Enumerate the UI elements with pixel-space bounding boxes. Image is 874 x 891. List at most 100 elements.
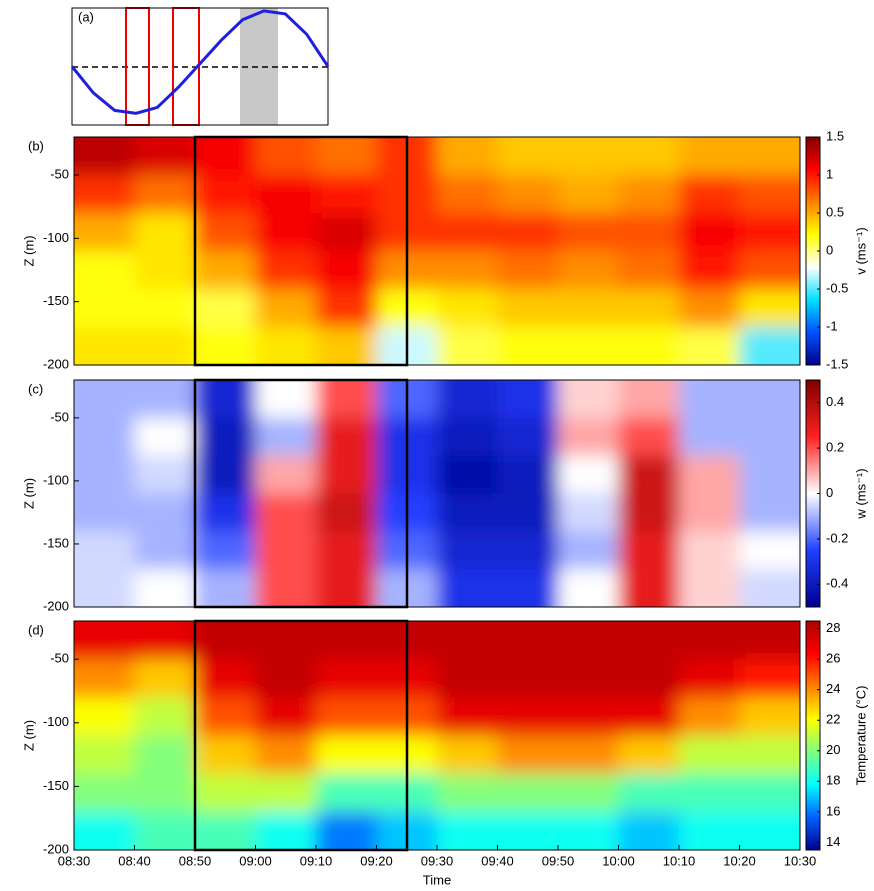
colorbar xyxy=(805,620,821,851)
panel-label: (a) xyxy=(78,9,94,24)
heatmap-cell xyxy=(679,417,741,457)
heatmap-cell xyxy=(618,175,680,214)
heatmap-cell xyxy=(74,569,136,607)
heatmap-cell xyxy=(679,773,741,813)
heatmap-cell xyxy=(134,531,196,571)
colorbar-tick-label: 1.5 xyxy=(826,128,844,143)
heatmap-cell xyxy=(739,531,800,571)
heatmap-cell xyxy=(195,251,257,290)
heatmap-cell xyxy=(437,621,499,661)
colorbar-tick-label: -0.2 xyxy=(826,530,848,545)
y-tick-label: -150 xyxy=(43,535,69,550)
heatmap-cell xyxy=(134,251,196,290)
heatmap-cell xyxy=(74,251,136,290)
heatmap-cell xyxy=(134,213,196,252)
heatmap-cell xyxy=(74,213,136,252)
heatmap-cell xyxy=(679,531,741,571)
axes-frame xyxy=(73,136,801,366)
heatmap-cell xyxy=(437,175,499,214)
heatmap-cell xyxy=(437,251,499,290)
panel-label: (c) xyxy=(28,381,43,396)
heatmap-cell xyxy=(739,735,800,775)
heatmap-cell xyxy=(679,137,741,176)
heatmap-cell xyxy=(437,531,499,571)
heatmap-cell xyxy=(739,213,800,252)
heatmap-cell xyxy=(255,455,317,495)
heatmap-cell xyxy=(739,327,800,365)
colorbar-tick-label: 24 xyxy=(826,681,840,696)
heatmap-cell xyxy=(497,251,559,290)
heatmap-cell xyxy=(134,659,196,699)
y-tick-label: -50 xyxy=(50,166,69,181)
heatmap-cell xyxy=(558,380,620,419)
heatmap-cell xyxy=(437,493,499,533)
heatmap-cell xyxy=(437,659,499,699)
colorbar-tick-label: 0.2 xyxy=(826,440,844,455)
heatmap-cell xyxy=(558,289,620,328)
heatmap-cell xyxy=(134,735,196,775)
heatmap-cell xyxy=(134,697,196,737)
heatmap-cell xyxy=(739,380,800,419)
heatmap-cell xyxy=(497,531,559,571)
heatmap-cell xyxy=(679,569,741,607)
heatmap-cell xyxy=(316,697,378,737)
heatmap-cell xyxy=(618,569,680,607)
colorbar-tick-label: 0 xyxy=(826,242,833,257)
heatmap-cell xyxy=(134,773,196,813)
heatmap-cell xyxy=(134,137,196,176)
heatmap-cell xyxy=(497,213,559,252)
heatmap-cell xyxy=(195,417,257,457)
heatmap-cell xyxy=(618,289,680,328)
heatmap-cell xyxy=(739,621,800,661)
heatmap-cell xyxy=(195,697,257,737)
heatmap-cell xyxy=(255,493,317,533)
panel-label: (d) xyxy=(28,622,44,637)
x-tick-label: 09:20 xyxy=(360,853,393,868)
heatmap-cell xyxy=(316,213,378,252)
heatmap-cell xyxy=(74,697,136,737)
heatmap-cell xyxy=(255,659,317,699)
heatmap-cell xyxy=(437,735,499,775)
heatmap-cell xyxy=(134,455,196,495)
heatmap-cell xyxy=(255,289,317,328)
heatmap-cell xyxy=(739,455,800,495)
heatmap-cell xyxy=(316,175,378,214)
heatmap-cell xyxy=(316,289,378,328)
heatmap-cell xyxy=(739,493,800,533)
colorbar-label: v (ms⁻¹) xyxy=(853,227,868,274)
heatmap-cell xyxy=(74,773,136,813)
heatmap-cell xyxy=(739,773,800,813)
y-tick-label: -100 xyxy=(43,714,69,729)
y-tick-label: -150 xyxy=(43,778,69,793)
heatmap-cell xyxy=(497,417,559,457)
y-tick-label: -100 xyxy=(43,230,69,245)
heatmap-cell xyxy=(679,289,741,328)
colorbar-tick-label: 0.5 xyxy=(826,204,844,219)
heatmap-cell xyxy=(558,697,620,737)
heatmap-cell xyxy=(316,621,378,661)
heatmap-cell xyxy=(558,811,620,850)
heatmap-cell xyxy=(558,773,620,813)
heatmap-cell xyxy=(74,621,136,661)
heatmap-cell xyxy=(497,493,559,533)
colorbar-tick-label: 0 xyxy=(826,485,833,500)
heatmap-cell xyxy=(437,213,499,252)
heatmap-cell xyxy=(618,621,680,661)
heatmap-cell xyxy=(74,327,136,365)
heatmap-cell xyxy=(134,811,196,850)
heatmap-cell xyxy=(558,455,620,495)
heatmap-cell xyxy=(739,417,800,457)
heatmap-cell xyxy=(618,455,680,495)
y-tick-label: -200 xyxy=(43,841,69,856)
heatmap-cell xyxy=(679,380,741,419)
heatmap-cell xyxy=(195,175,257,214)
x-tick-label: 10:00 xyxy=(602,853,635,868)
heatmap-cell xyxy=(255,621,317,661)
colorbar-label: Temperature (°C) xyxy=(853,686,868,786)
heatmap-cell xyxy=(195,493,257,533)
tide-line xyxy=(70,9,330,115)
heatmap-cell xyxy=(74,417,136,457)
colorbar-tick-label: -0.5 xyxy=(826,280,848,295)
heatmap-cell xyxy=(497,455,559,495)
heatmap-cell xyxy=(316,773,378,813)
